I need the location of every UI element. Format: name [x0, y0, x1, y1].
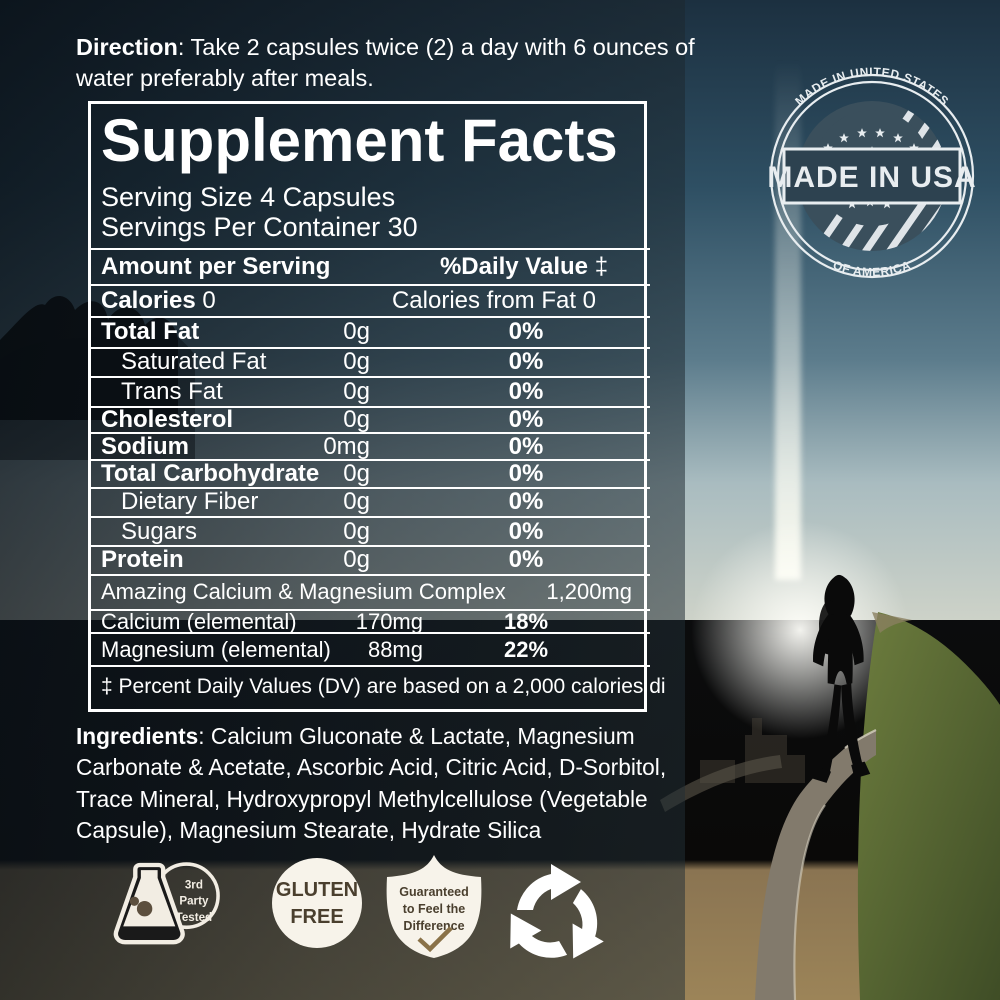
svg-text:MADE IN USA: MADE IN USA [767, 161, 976, 194]
svg-text:FREE: FREE [290, 906, 343, 928]
svg-text:3rd: 3rd [185, 878, 203, 891]
svg-text:OF AMERICA: OF AMERICA [831, 258, 913, 280]
svg-text:Party: Party [179, 895, 209, 908]
svg-text:Difference: Difference [403, 919, 464, 933]
svg-text:Guaranteed: Guaranteed [399, 885, 468, 899]
svg-text:GLUTEN: GLUTEN [276, 879, 358, 901]
svg-text:to Feel the: to Feel the [403, 902, 466, 916]
